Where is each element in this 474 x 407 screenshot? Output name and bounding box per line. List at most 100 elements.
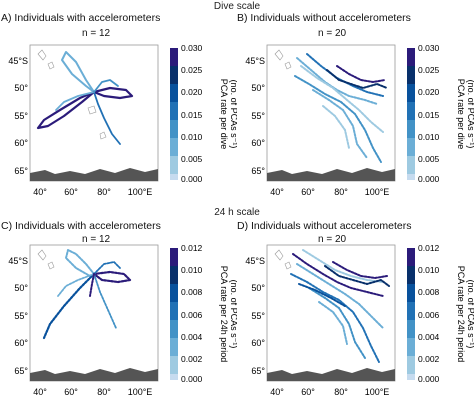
track	[332, 261, 388, 279]
track	[65, 249, 95, 277]
track	[308, 287, 366, 359]
colorbar-tick: 0.000	[181, 374, 203, 384]
colorbar-tick: 0.012	[418, 243, 440, 253]
panel-d-title: D) Individuals without accelerometers	[237, 220, 412, 232]
colorbar-tick: 0.000	[418, 174, 440, 184]
map-frame	[29, 244, 159, 382]
track	[296, 57, 378, 105]
track	[89, 273, 95, 297]
track	[92, 86, 134, 100]
track	[92, 270, 132, 284]
panel-a-title: A) Individuals with accelerometers	[1, 12, 161, 24]
lat-tick-50: 50°	[14, 83, 28, 93]
lat-tick-65: 65°	[251, 366, 265, 376]
panel-c-n: n = 12	[82, 234, 111, 245]
colorbar-title-line2: (no. of PCAs s⁻¹)	[466, 80, 474, 149]
track	[326, 69, 388, 89]
lon-tick-40: 40°	[33, 387, 47, 397]
antarctica-coast	[267, 368, 395, 381]
colorbar: 0.012 0.010 0.008 0.006 0.004 0.002 0.00…	[407, 243, 440, 384]
lon-tick-60: 60°	[301, 187, 315, 197]
lat-tick-55: 55°	[251, 311, 265, 321]
map-frame	[266, 244, 396, 382]
colorbar-tick: 0.012	[181, 243, 203, 253]
panel-a-figure: 45°S 50° 55° 60° 65° 40° 60° 80° 100°E	[8, 43, 239, 197]
lon-tick-60: 60°	[64, 387, 78, 397]
colorbar-title-line1: PCA rate per 24h period	[456, 266, 466, 363]
colorbar-tick: 0.004	[418, 332, 440, 342]
panel-b-figure: 45°S 50° 55° 60° 65° 40° 60° 80° 100°E	[245, 43, 474, 197]
colorbar-tick: 0.025	[181, 65, 203, 75]
lat-tick-65: 65°	[14, 366, 28, 376]
track	[292, 253, 384, 297]
colorbar-title-line2: (no. of PCAs s⁻¹)	[466, 280, 474, 349]
colorbar-tick: 0.025	[418, 65, 440, 75]
colorbar-tick: 0.002	[418, 354, 440, 364]
lon-tick-60: 60°	[301, 387, 315, 397]
lon-tick-60: 60°	[64, 187, 78, 197]
track	[296, 263, 384, 329]
tracks	[294, 53, 388, 163]
sub-antarctic-islands	[274, 249, 292, 270]
sub-antarctic-islands	[37, 249, 55, 270]
section-title-dive-scale: Dive scale	[213, 1, 261, 12]
panel-d: 45°S 50° 55° 60° 65° 40° 60° 80° 100°E	[237, 240, 474, 402]
lon-tick-40: 40°	[270, 187, 284, 197]
colorbar-tick: 0.010	[418, 132, 440, 142]
lat-tick-55: 55°	[14, 311, 28, 321]
antarctica-coast	[267, 168, 395, 181]
colorbar-tick: 0.005	[181, 154, 203, 164]
lat-tick-45s: 45°S	[245, 56, 265, 66]
track	[300, 65, 384, 133]
sub-antarctic-islands	[274, 49, 292, 70]
lon-tick-40: 40°	[33, 187, 47, 197]
lon-tick-100e: 100°E	[128, 187, 153, 197]
track	[294, 75, 382, 163]
track	[318, 301, 348, 345]
lat-tick-60: 60°	[14, 138, 28, 148]
track	[290, 273, 380, 363]
colorbar-tick: 0.005	[418, 154, 440, 164]
colorbar-tick: 0.015	[418, 110, 440, 120]
lat-tick-55: 55°	[251, 111, 265, 121]
track	[93, 273, 117, 329]
colorbar-tick: 0.030	[181, 43, 203, 53]
panel-c-title: C) Individuals with accelerometers	[1, 220, 161, 232]
panel-d-n: n = 20	[318, 234, 347, 245]
lat-tick-50: 50°	[251, 283, 265, 293]
panel-d-figure: 45°S 50° 55° 60° 65° 40° 60° 80° 100°E	[245, 243, 474, 397]
lat-tick-50: 50°	[14, 283, 28, 293]
lon-tick-80: 80°	[334, 387, 348, 397]
track	[55, 91, 95, 111]
track	[42, 272, 96, 340]
colorbar-title-line1: PCA rate per dive	[219, 79, 229, 150]
sub-antarctic-islands	[37, 49, 107, 140]
colorbar-title-line2: (no. of PCAs s⁻¹)	[229, 280, 237, 349]
colorbar-tick: 0.008	[418, 287, 440, 297]
colorbar-tick: 0.020	[181, 87, 203, 97]
tracks	[42, 249, 132, 340]
track	[57, 273, 95, 297]
track	[302, 249, 384, 283]
colorbar-title-line1: PCA rate per 24h period	[219, 266, 229, 363]
panel-b: 45°S 50° 55° 60° 65° 40° 60° 80° 100°E	[237, 40, 474, 202]
tracks	[36, 51, 134, 145]
lon-tick-80: 80°	[97, 187, 111, 197]
antarctica-coast	[30, 168, 158, 181]
lon-tick-80: 80°	[334, 187, 348, 197]
colorbar-tick: 0.010	[181, 132, 203, 142]
track	[93, 261, 121, 275]
track	[61, 51, 95, 93]
lat-tick-45s: 45°S	[8, 56, 28, 66]
track	[336, 65, 386, 83]
track	[312, 89, 368, 159]
lon-tick-100e: 100°E	[365, 187, 390, 197]
panel-c-figure: 45°S 50° 55° 60° 65° 40° 60° 80° 100°E	[8, 243, 239, 397]
lat-tick-60: 60°	[14, 338, 28, 348]
colorbar-tick: 0.002	[181, 354, 203, 364]
lon-tick-80: 80°	[97, 387, 111, 397]
colorbar-tick: 0.015	[181, 110, 203, 120]
lon-tick-100e: 100°E	[365, 387, 390, 397]
lat-tick-45s: 45°S	[8, 256, 28, 266]
panel-c: 45°S 50° 55° 60° 65° 40° 60° 80° 100°E	[0, 240, 239, 402]
